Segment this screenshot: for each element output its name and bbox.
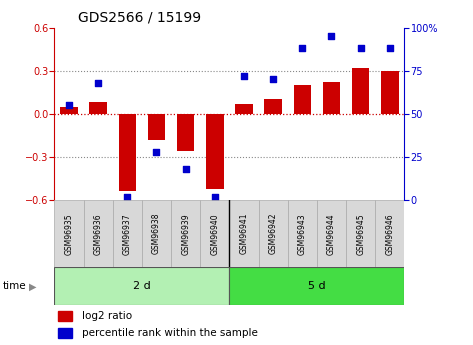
Text: percentile rank within the sample: percentile rank within the sample	[82, 328, 258, 338]
Text: GSM96942: GSM96942	[269, 213, 278, 255]
Bar	[352, 68, 369, 114]
Bar	[54, 200, 84, 267]
Text: GSM96945: GSM96945	[356, 213, 365, 255]
Bar	[171, 200, 200, 267]
Bar	[148, 114, 165, 140]
Bar	[229, 267, 404, 305]
Bar	[317, 200, 346, 267]
Text: GSM96940: GSM96940	[210, 213, 219, 255]
Text: GSM96936: GSM96936	[94, 213, 103, 255]
Text: GSM96944: GSM96944	[327, 213, 336, 255]
Bar	[235, 104, 253, 114]
Bar	[84, 200, 113, 267]
Bar	[323, 82, 340, 114]
Point	[357, 46, 364, 51]
Text: log2 ratio: log2 ratio	[82, 311, 132, 321]
Text: time: time	[2, 282, 26, 291]
Text: GSM96946: GSM96946	[385, 213, 394, 255]
Point	[94, 80, 102, 86]
Bar	[200, 200, 229, 267]
Bar	[381, 71, 399, 114]
Bar	[206, 114, 224, 189]
Point	[328, 33, 335, 39]
Bar	[294, 85, 311, 114]
Bar	[54, 267, 229, 305]
Bar	[58, 328, 72, 338]
Bar	[346, 200, 375, 267]
Text: GSM96937: GSM96937	[123, 213, 132, 255]
Text: ▶: ▶	[29, 282, 37, 291]
Bar	[229, 200, 259, 267]
Bar	[259, 200, 288, 267]
Bar	[375, 200, 404, 267]
Text: GSM96935: GSM96935	[64, 213, 73, 255]
Point	[123, 194, 131, 199]
Bar	[177, 114, 194, 151]
Point	[65, 102, 73, 108]
Point	[298, 46, 306, 51]
Text: GSM96943: GSM96943	[298, 213, 307, 255]
Text: GSM96938: GSM96938	[152, 213, 161, 255]
Point	[386, 46, 394, 51]
Point	[240, 73, 248, 79]
Bar	[288, 200, 317, 267]
Point	[153, 149, 160, 155]
Bar	[113, 200, 142, 267]
Text: 5 d: 5 d	[308, 282, 326, 291]
Bar	[119, 114, 136, 191]
Text: GSM96939: GSM96939	[181, 213, 190, 255]
Bar	[60, 107, 78, 114]
Bar	[142, 200, 171, 267]
Bar	[58, 311, 72, 321]
Point	[269, 77, 277, 82]
Point	[182, 166, 189, 172]
Bar	[264, 99, 282, 114]
Text: GDS2566 / 15199: GDS2566 / 15199	[78, 10, 201, 24]
Point	[211, 194, 219, 199]
Text: GSM96941: GSM96941	[239, 213, 248, 255]
Text: 2 d: 2 d	[133, 282, 151, 291]
Bar	[89, 102, 107, 114]
